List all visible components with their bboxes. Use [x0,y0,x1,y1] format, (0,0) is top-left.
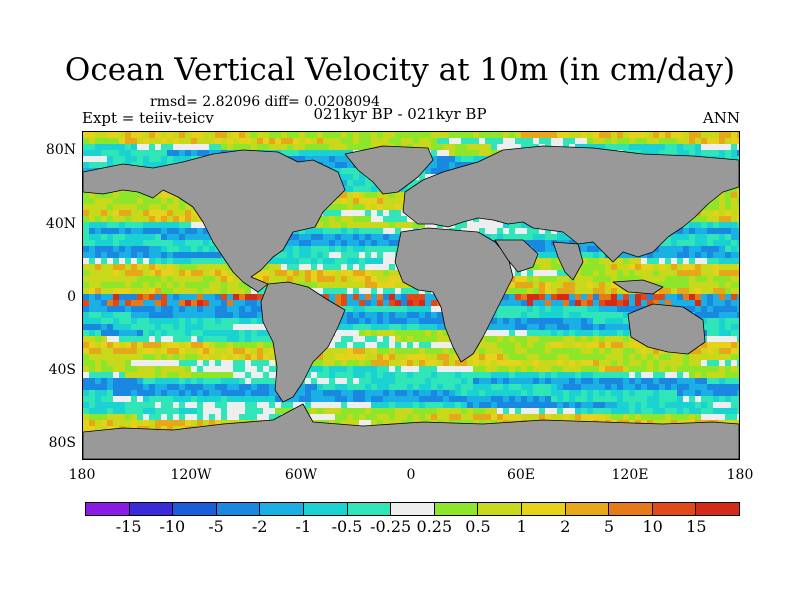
colorbar-label: -0.5 [331,517,363,536]
colorbar-swatch [129,503,174,515]
arabia [494,239,539,273]
colorbar-swatch [565,503,610,515]
colorbar-label: -5 [208,517,224,536]
colorbar-label: 0.25 [416,517,453,536]
australia [627,303,706,355]
lon-label-60w: 60W [284,467,318,483]
lat-label-40s: 40S [48,362,76,378]
colorbar-swatch [391,503,435,515]
map-panel [82,131,740,460]
colorbar-label: -10 [159,517,186,536]
lon-label-0: 0 [406,467,416,483]
colorbar-label: 0.5 [465,517,491,536]
antarctica [83,403,739,459]
lon-label-120w: 120W [170,467,212,483]
colorbar-swatch [303,503,348,515]
stats-text: rmsd= 2.82096 diff= 0.0208094 [150,94,380,110]
ocean-map [83,132,739,459]
india [552,241,584,281]
eurasia [402,145,739,263]
colorbar-swatch [173,503,217,515]
africa [394,227,514,363]
continents [83,145,739,459]
colorbar-swatch [521,503,566,515]
colorbar-swatch [347,503,392,515]
lon-label-180e: 180 [726,467,754,483]
colorbar-label: -2 [251,517,268,536]
colorbar-label: 10 [642,517,663,536]
experiment-label: Expt = teiiv-teicv [82,109,214,127]
greenland [344,145,434,195]
colorbar-swatch [260,503,304,515]
lon-label-60e: 60E [506,467,536,483]
colorbar [85,502,740,516]
period-label: 021kyr BP - 021kyr BP [313,105,487,123]
colorbar-swatch [216,503,261,515]
lat-label-40n: 40N [45,216,76,232]
south-america [260,281,346,403]
colorbar-label: -15 [115,517,142,536]
colorbar-swatch [86,503,130,515]
colorbar-label: 5 [603,517,615,536]
season-label: ANN [702,109,740,127]
colorbar-label: -1 [295,517,312,536]
colorbar-swatch [652,503,697,515]
north-america [83,149,346,293]
colorbar-swatch [609,503,653,515]
lon-label-180w: 180 [68,467,96,483]
lat-label-80s: 80S [48,435,76,451]
colorbar-label: 2 [560,517,571,536]
colorbar-swatch [478,503,522,515]
lat-label-0: 0 [67,289,76,305]
maritime-continent [612,279,664,295]
colorbar-label: 15 [686,517,707,536]
colorbar-swatch [434,503,479,515]
lon-label-120e: 120E [611,467,649,483]
colorbar-label: -0.25 [370,517,412,536]
plot-title: Ocean Vertical Velocity at 10m (in cm/da… [64,52,736,88]
colorbar-swatch [696,503,739,515]
lat-label-80n: 80N [45,142,76,158]
colorbar-label: 1 [516,517,527,536]
